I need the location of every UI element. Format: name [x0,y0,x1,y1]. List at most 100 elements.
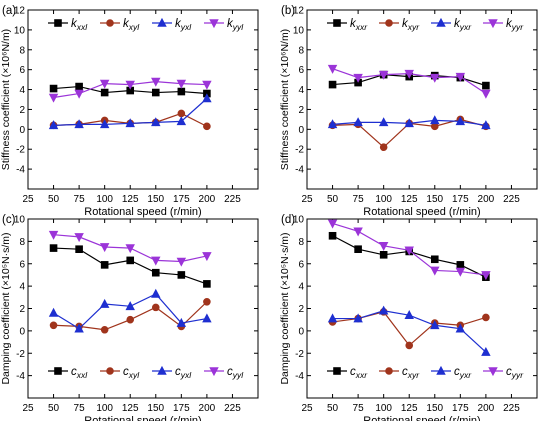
legend-item: kyxr [431,17,473,32]
panel-1: -4 -2 0 2 4 6 8 10 12 25 50 75 100 125 150 175 200 225 Rot… [0,5,259,218]
marker-triangle-down [327,64,338,74]
y-tick-label: -4 [295,371,304,382]
marker-square [54,19,62,27]
legend-label: kxyl [123,18,140,32]
legend-label-base: c [402,366,408,378]
legend-label-sub: yxr [459,22,473,32]
y-tick-label: 4 [298,85,304,96]
y-tick-label: 2 [298,105,304,116]
y-tick-label: -4 [16,371,25,382]
marker-circle [203,122,211,131]
x-tick-label: 125 [401,403,418,414]
panel-label: (d) [281,214,295,226]
series-cxxl [49,244,211,288]
legend-label: kyyr [506,18,524,32]
marker-triangle-down [481,89,491,99]
legend-label-sub: xyr [407,22,421,32]
x-tick-label: 50 [327,403,339,414]
y-tick-label: 4 [298,282,304,293]
marker-triangle-down [202,80,212,90]
legend-item: cyyl [204,366,244,380]
marker-triangle-up [176,116,187,126]
x-tick-label: 225 [224,403,241,414]
x-tick-label: 225 [224,194,241,205]
legend-item: kxyr [379,18,420,32]
legend-label-base: c [454,366,460,378]
marker-triangle-up [436,17,446,27]
marker-triangle-down [488,19,498,29]
x-tick-label: 75 [74,194,86,205]
y-tick-label: 6 [298,259,304,270]
legend-label-sub: yxl [180,22,193,32]
legend-label-base: k [227,18,234,30]
y-tick-label: 0 [298,125,304,136]
x-tick-label: 100 [375,194,392,205]
marker-triangle-down [455,72,466,82]
legend-label-sub: xyl [128,370,141,380]
marker-triangle-up [436,365,446,375]
marker-triangle-down [327,219,338,229]
marker-triangle-up [74,119,84,129]
y-tick-label: -4 [295,165,304,176]
legend-label-sub: xxl [76,22,89,32]
x-tick-label: 125 [401,194,418,205]
legend-label-base: c [175,366,181,378]
y-tick-label: 12 [293,6,305,17]
marker-triangle-up [481,346,491,356]
x-tick-label: 125 [122,194,139,205]
y-tick-label: 2 [19,304,25,315]
panel-3: -4 -2 0 2 4 6 8 10 25 50 75 100 125 150 175 200 225 Rotat… [0,214,259,421]
marker-square [328,80,337,89]
y-tick-label: 0 [19,326,25,337]
legend-label: kyyl [227,18,244,32]
marker-circle [482,313,490,322]
x-tick-label: 150 [426,403,443,414]
x-tick-label: 150 [147,403,164,414]
marker-triangle-up [378,117,389,127]
legend-label-sub: yyl [232,370,245,380]
marker-square [328,231,337,240]
marker-triangle-down [176,79,187,89]
legend-label: cxxr [350,366,368,380]
legend-label: cyyr [506,366,524,380]
x-tick-label: 150 [147,194,164,205]
marker-square [482,81,490,90]
x-tick-label: 25 [301,403,313,414]
x-tick-label: 200 [199,194,216,205]
y-tick-label: -2 [16,349,25,360]
marker-circle [379,143,388,152]
legend-label-base: k [175,18,182,30]
marker-circle [151,303,160,312]
x-tick-label: 175 [173,194,190,205]
x-tick-label: 100 [96,403,113,414]
marker-triangle-up [481,120,491,130]
marker-triangle-up [74,323,84,333]
legend-label-sub: xxl [76,370,89,380]
legend-label-sub: yxr [459,370,473,380]
x-tick-label: 75 [353,403,365,414]
legend-label-sub: xyl [128,22,141,32]
legend-label: kxyr [402,18,420,32]
marker-triangle-up [404,118,414,128]
marker-triangle-down [353,73,363,83]
series-kyyr [327,64,491,99]
legend: cxxl cxyl cyxl cyyl [48,365,244,380]
x-tick-label: 75 [74,403,86,414]
y-tick-label: 6 [298,65,304,76]
marker-triangle-down [99,243,110,253]
marker-triangle-up [151,117,161,127]
x-tick-label: 175 [452,194,469,205]
x-tick-label: 100 [96,194,113,205]
marker-triangle-up [378,305,389,315]
marker-triangle-up [151,288,161,298]
plot-frame [306,9,538,190]
marker-square [333,19,341,27]
marker-circle [203,297,211,306]
marker-triangle-down [176,257,187,267]
marker-circle [100,325,109,334]
marker-square [100,261,109,269]
marker-square [100,88,109,97]
y-tick-label: 10 [293,215,305,226]
marker-triangle-up [430,320,440,330]
y-tick-label: -2 [295,145,304,156]
